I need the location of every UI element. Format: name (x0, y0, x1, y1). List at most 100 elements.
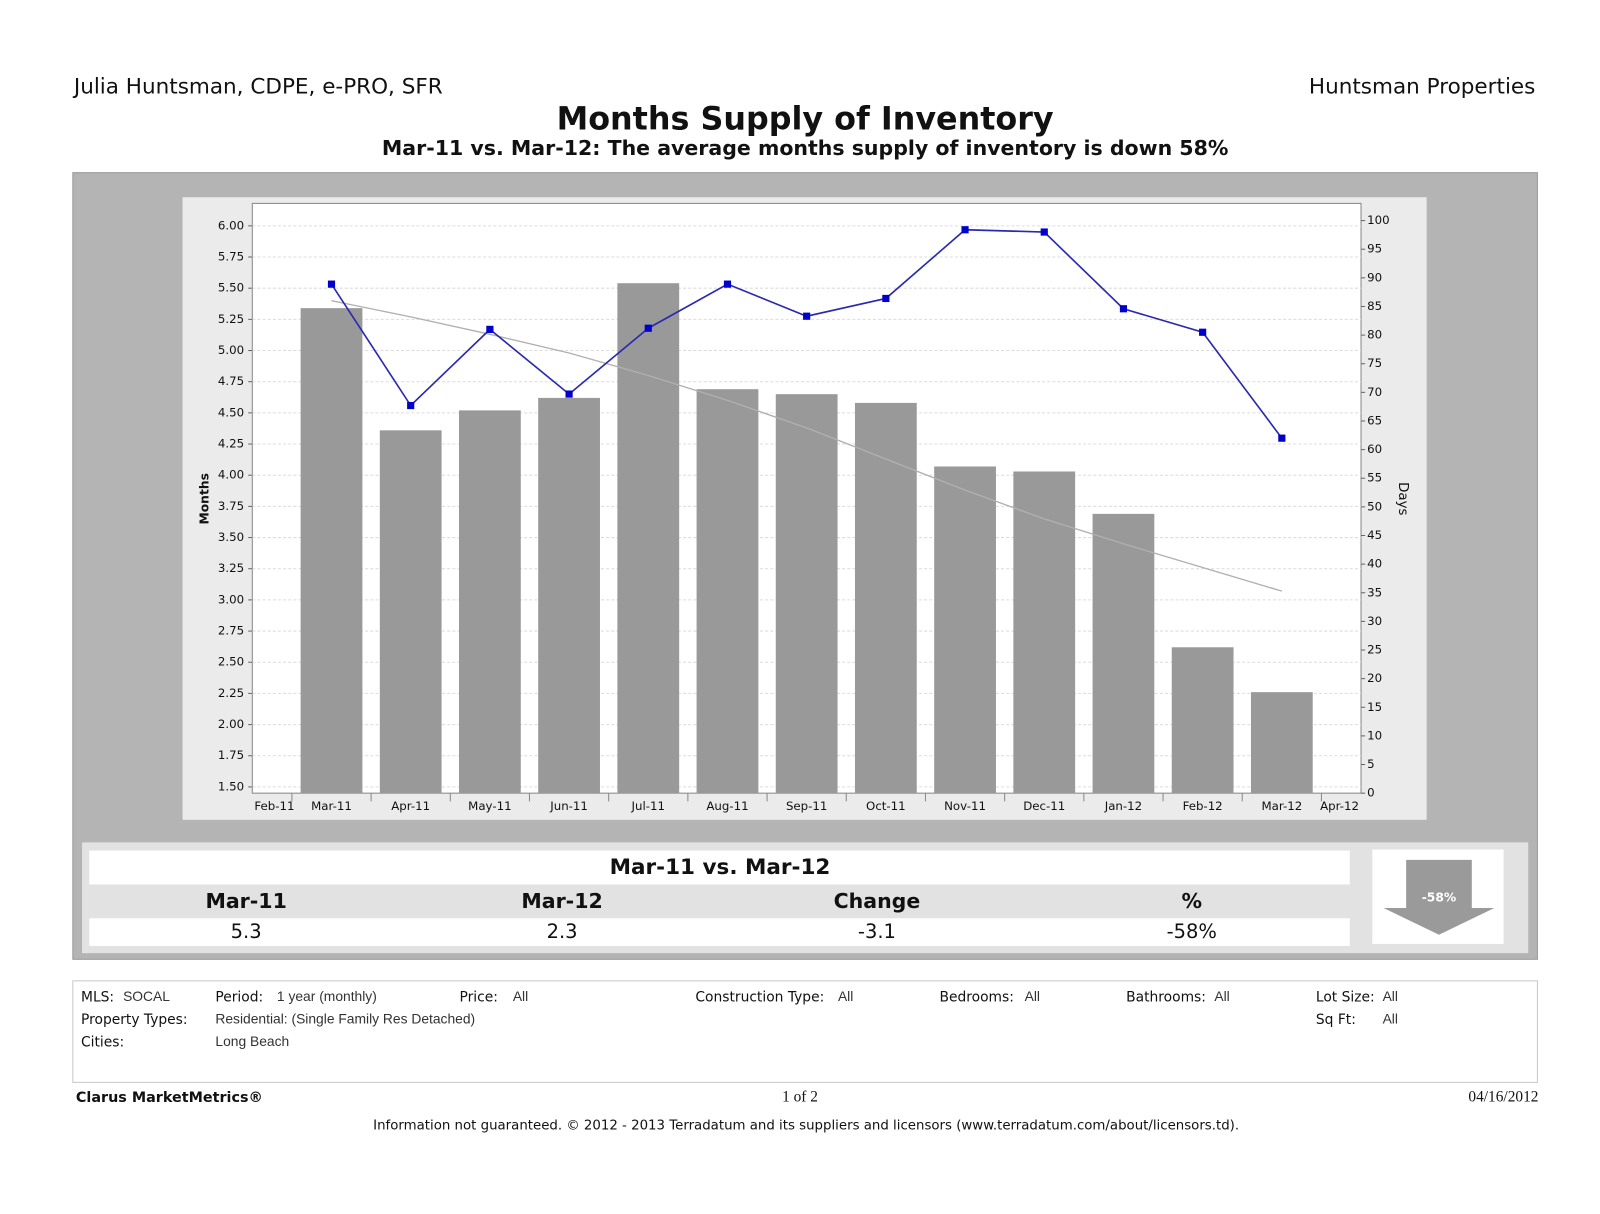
y-tick-label: 3.50 (218, 530, 244, 544)
company-name: Huntsman Properties (1309, 75, 1535, 100)
summary-value: 2.3 (547, 920, 578, 943)
line-marker (882, 294, 890, 303)
filter-label: Property Types: (81, 1012, 188, 1028)
down-arrow (1383, 859, 1495, 935)
bar (775, 394, 838, 794)
filter-box (72, 980, 1538, 1083)
bar (696, 389, 759, 794)
line-marker (1278, 434, 1286, 442)
filter-value: All (1025, 988, 1040, 1004)
y2-tick-label: 25 (1367, 643, 1382, 657)
x-tick-label: Sep-11 (786, 799, 827, 813)
y-tick-label: 5.25 (218, 312, 244, 326)
x-tick-label: Feb-11 (254, 799, 294, 813)
report-date: 04/16/2012 (1468, 1088, 1538, 1105)
x-tick-label: Aug-11 (706, 799, 748, 813)
y-tick-label: 4.50 (218, 405, 244, 419)
agent-name: Julia Huntsman, CDPE, e-PRO, SFR (72, 75, 443, 100)
line-marker (407, 401, 415, 410)
summary-header: Mar-11 (205, 889, 286, 913)
y2-tick-label: 40 (1367, 557, 1382, 571)
bar (854, 402, 917, 794)
y2-axis-label: Days (1395, 482, 1410, 515)
page-number: 1 of 2 (782, 1088, 818, 1105)
filter-label: Bathrooms: (1126, 989, 1206, 1005)
y2-tick-label: 70 (1367, 385, 1382, 399)
y2-tick-label: 60 (1367, 442, 1382, 456)
y2-tick-label: 85 (1367, 299, 1382, 313)
bar (1250, 692, 1313, 794)
y2-tick-label: 100 (1367, 213, 1390, 227)
filter-value: All (1383, 988, 1398, 1004)
bar (379, 430, 442, 794)
x-tick-label: Mar-12 (1261, 799, 1302, 813)
line-marker (723, 280, 732, 288)
chart-title: Months Supply of Inventory (557, 100, 1054, 137)
y2-tick-label: 15 (1367, 700, 1382, 714)
bar (1171, 647, 1234, 794)
line-marker (565, 390, 573, 398)
line-marker (1119, 305, 1128, 313)
filter-label: Construction Type: (695, 989, 824, 1005)
x-tick-label: Jul-11 (631, 799, 665, 813)
filter-label: Lot Size: (1316, 989, 1375, 1005)
filter-label: MLS: (81, 989, 114, 1005)
filter-label: Price: (459, 989, 497, 1005)
disclaimer: Information not guaranteed. © 2012 - 201… (373, 1118, 1239, 1133)
x-tick-label: Jun-11 (549, 799, 588, 813)
x-tick-label: Nov-11 (944, 799, 986, 813)
y2-tick-label: 45 (1367, 528, 1382, 542)
y2-tick-label: 95 (1367, 242, 1382, 256)
y2-tick-label: 50 (1367, 499, 1382, 513)
filter-value: SOCAL (123, 988, 170, 1004)
x-tick-label: Jan-12 (1104, 799, 1142, 813)
summary-header: % (1182, 889, 1203, 913)
y-tick-label: 5.75 (218, 250, 244, 264)
summary-value-row (89, 918, 1350, 946)
y-tick-label: 1.50 (218, 779, 244, 793)
line-marker (803, 312, 811, 320)
summary-header: Mar-12 (521, 889, 602, 913)
filter-value: 1 year (monthly) (277, 988, 377, 1004)
x-tick-label: May-11 (468, 799, 511, 813)
filter-value: All (1383, 1010, 1398, 1026)
line-marker (1040, 228, 1048, 236)
y2-tick-label: 10 (1367, 728, 1382, 742)
bar (300, 308, 363, 794)
y-tick-label: 3.25 (218, 561, 244, 575)
y2-tick-label: 65 (1367, 413, 1382, 427)
y-tick-label: 4.25 (218, 437, 244, 451)
filter-value: All (1214, 988, 1229, 1004)
line-marker (486, 325, 494, 333)
y2-tick-label: 30 (1367, 614, 1382, 628)
y2-tick-label: 5 (1367, 757, 1375, 771)
y-tick-label: 5.50 (218, 281, 244, 295)
x-tick-label: Mar-11 (311, 799, 352, 813)
summary-value: 5.3 (231, 920, 262, 943)
filter-label: Cities: (81, 1034, 124, 1050)
y-tick-label: 2.25 (218, 686, 244, 700)
summary-title: Mar-11 vs. Mar-12 (610, 855, 831, 880)
y2-tick-label: 0 (1367, 786, 1375, 800)
line-marker (327, 280, 336, 288)
y-tick-label: 4.00 (218, 468, 244, 482)
y2-tick-label: 80 (1367, 328, 1382, 342)
filter-label: Sq Ft: (1316, 1012, 1356, 1028)
filter-value: Long Beach (215, 1033, 289, 1049)
summary-title-row (89, 850, 1350, 885)
bar (934, 466, 996, 794)
y2-tick-label: 75 (1367, 356, 1382, 370)
x-tick-label: Apr-11 (391, 799, 430, 813)
filter-value: All (838, 988, 853, 1004)
badge-label: -58% (1422, 890, 1457, 904)
line-marker (644, 324, 652, 332)
filter-value: All (513, 988, 528, 1004)
bar (538, 397, 600, 794)
y-tick-label: 3.75 (218, 499, 244, 513)
y-axis-label: Months (198, 473, 212, 524)
y2-tick-label: 20 (1367, 671, 1382, 685)
y-tick-label: 4.75 (218, 374, 244, 388)
x-tick-label: Dec-11 (1023, 799, 1065, 813)
